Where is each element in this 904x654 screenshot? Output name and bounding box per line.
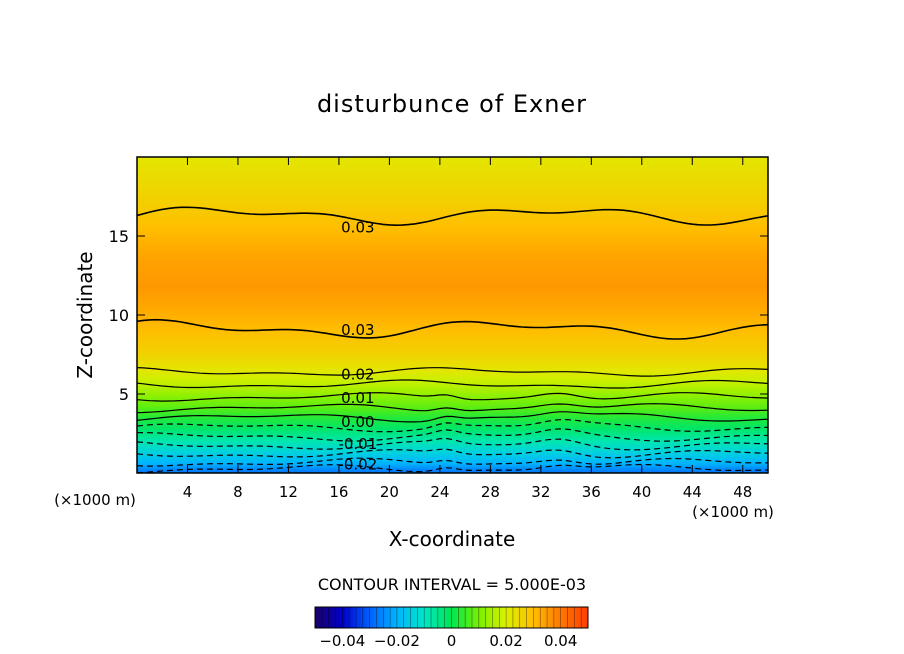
y-axis-ticks: 5 10 15 <box>109 227 768 404</box>
contour-label: 0.01 <box>341 389 374 407</box>
x-unit-right: (×1000 m) <box>692 503 774 521</box>
x-tick-label: 4 <box>183 483 193 501</box>
x-tick-label: 12 <box>279 483 298 501</box>
contour-line <box>137 437 768 451</box>
contour-label: 0.03 <box>341 219 374 237</box>
contour-field <box>137 157 768 473</box>
chart-title: disturbunce of Exner <box>317 90 587 118</box>
contour-label: -0.01 <box>338 435 377 453</box>
contour-label: 0.00 <box>341 413 374 431</box>
x-tick-label: 24 <box>430 483 449 501</box>
colorbar-tick-label: 0.02 <box>489 632 522 650</box>
y-tick-label: 15 <box>109 227 129 246</box>
contour-line <box>137 411 768 423</box>
contour-interval-label: CONTOUR INTERVAL = 5.000E-03 <box>318 575 586 594</box>
contour-line <box>137 448 768 459</box>
contour-line <box>137 403 768 414</box>
x-tick-label: 28 <box>481 483 500 501</box>
contour-labels: 0.03 0.03 0.02 0.01 0.00 -0.01 -0.02 <box>338 219 377 474</box>
contour-line <box>137 206 768 227</box>
contour-lines <box>137 206 768 473</box>
contour-line <box>137 457 768 467</box>
colorbar-tick-label: 0.04 <box>544 632 577 650</box>
contour-line <box>137 463 768 473</box>
x-tick-label: 44 <box>683 483 702 501</box>
x-tick-label: 48 <box>733 483 752 501</box>
x-axis-label: X-coordinate <box>389 527 516 551</box>
x-tick-label: 20 <box>380 483 399 501</box>
colorbar-frame <box>314 606 589 629</box>
contour-label: 0.02 <box>341 365 374 383</box>
contour-line <box>137 392 768 402</box>
colorbar-ticks: −0.04 −0.02 0 0.02 0.04 <box>319 607 582 650</box>
colorbar-tick-label: −0.04 <box>319 632 365 650</box>
contour-line <box>137 318 768 340</box>
y-tick-label: 10 <box>109 306 129 325</box>
x-tick-label: 16 <box>329 483 348 501</box>
y-axis-label: Z-coordinate <box>73 251 97 378</box>
colorbar-tick-label: 0 <box>447 632 457 650</box>
x-tick-label: 36 <box>582 483 601 501</box>
x-tick-label: 8 <box>233 483 243 501</box>
x-tick-label: 40 <box>632 483 651 501</box>
colorbar-tick-label: −0.02 <box>374 632 420 650</box>
contour-label: 0.03 <box>341 321 374 339</box>
x-axis-ticks: 4 8 12 16 20 24 28 32 36 40 44 48 <box>183 157 752 501</box>
y-tick-label: 5 <box>119 385 129 404</box>
plot-area: 0.03 0.03 0.02 0.01 0.00 -0.01 -0.02 <box>136 156 769 474</box>
colorbar: −0.04 −0.02 0 0.02 0.04 <box>314 606 589 650</box>
contour-label: -0.02 <box>338 456 377 474</box>
contour-line <box>137 418 768 433</box>
x-tick-label: 32 <box>531 483 550 501</box>
contour-line <box>137 367 768 377</box>
x-unit-left: (×1000 m) <box>54 491 136 509</box>
contour-line <box>137 379 768 389</box>
contour-line <box>137 428 768 442</box>
